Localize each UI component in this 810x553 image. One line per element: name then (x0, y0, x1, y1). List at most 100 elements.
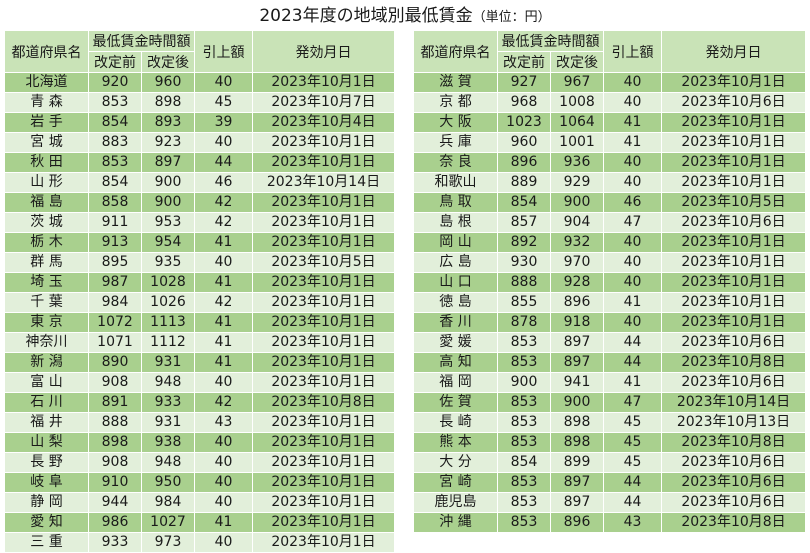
prefecture-cell: 香 川 (413, 312, 498, 333)
increase-cell: 43 (194, 412, 253, 433)
header-effective-date: 発効月日 (252, 30, 395, 73)
wage-before-cell: 900 (497, 372, 551, 393)
table-row: 京 都 968 1008 40 2023年10月6日 (413, 92, 806, 113)
wage-before-cell: 891 (88, 392, 142, 413)
table-row: 静 岡 944 984 40 2023年10月1日 (4, 492, 395, 513)
prefecture-cell: 埼 玉 (4, 272, 89, 293)
increase-cell: 40 (603, 72, 662, 93)
table-row: 茨 城 911 953 42 2023年10月1日 (4, 212, 395, 233)
increase-cell: 41 (603, 112, 662, 133)
wage-after-cell: 923 (141, 132, 195, 153)
increase-cell: 41 (194, 232, 253, 253)
wage-after-cell: 928 (550, 272, 604, 293)
prefecture-cell: 高 知 (413, 352, 498, 373)
table-row: 山 形 854 900 46 2023年10月14日 (4, 172, 395, 193)
wage-after-cell: 984 (141, 492, 195, 513)
increase-cell: 42 (194, 392, 253, 413)
wage-after-cell: 1112 (141, 332, 195, 353)
prefecture-cell: 島 根 (413, 212, 498, 233)
effective-date-cell: 2023年10月1日 (661, 152, 806, 173)
effective-date-cell: 2023年10月1日 (252, 72, 395, 93)
table-row: 大 阪 1023 1064 41 2023年10月1日 (413, 112, 806, 133)
wage-before-cell: 913 (88, 232, 142, 253)
header-after: 改定後 (141, 51, 195, 73)
effective-date-cell: 2023年10月5日 (252, 252, 395, 273)
wage-after-cell: 967 (550, 72, 604, 93)
wage-after-cell: 931 (141, 412, 195, 433)
wage-after-cell: 898 (141, 92, 195, 113)
table-row: 高 知 853 897 44 2023年10月8日 (413, 352, 806, 373)
prefecture-cell: 福 島 (4, 192, 89, 213)
wage-before-cell: 854 (497, 192, 551, 213)
prefecture-cell: 秋 田 (4, 152, 89, 173)
table-row: 鳥 取 854 900 46 2023年10月5日 (413, 192, 806, 213)
table-row: 沖 縄 853 896 43 2023年10月8日 (413, 512, 806, 533)
effective-date-cell: 2023年10月1日 (252, 192, 395, 213)
table-row: 和歌山 889 929 40 2023年10月1日 (413, 172, 806, 193)
wage-before-cell: 883 (88, 132, 142, 153)
increase-cell: 42 (194, 212, 253, 233)
wage-after-cell: 929 (550, 172, 604, 193)
wage-after-cell: 897 (550, 332, 604, 353)
prefecture-cell: 山 形 (4, 172, 89, 193)
wage-before-cell: 853 (497, 432, 551, 453)
table-row: 富 山 908 948 40 2023年10月1日 (4, 372, 395, 393)
wage-after-cell: 941 (550, 372, 604, 393)
table-row: 神奈川 1071 1112 41 2023年10月1日 (4, 332, 395, 353)
increase-cell: 41 (194, 512, 253, 533)
table-row: 群 馬 895 935 40 2023年10月5日 (4, 252, 395, 273)
prefecture-cell: 石 川 (4, 392, 89, 413)
table-row: 三 重 933 973 40 2023年10月1日 (4, 532, 395, 553)
wage-before-cell: 854 (88, 112, 142, 133)
wage-before-cell: 890 (88, 352, 142, 373)
wage-after-cell: 948 (141, 452, 195, 473)
effective-date-cell: 2023年10月8日 (661, 432, 806, 453)
effective-date-cell: 2023年10月1日 (252, 352, 395, 373)
prefecture-cell: 沖 縄 (413, 512, 498, 533)
wage-before-cell: 986 (88, 512, 142, 533)
wage-before-cell: 892 (497, 232, 551, 253)
table-row: 岡 山 892 932 40 2023年10月1日 (413, 232, 806, 253)
wage-before-cell: 853 (497, 352, 551, 373)
wage-before-cell: 920 (88, 72, 142, 93)
wage-before-cell: 987 (88, 272, 142, 293)
page-title: 2023年度の地域別最低賃金（単位：円） (0, 4, 810, 28)
effective-date-cell: 2023年10月1日 (252, 412, 395, 433)
effective-date-cell: 2023年10月6日 (661, 92, 806, 113)
effective-date-cell: 2023年10月4日 (252, 112, 395, 133)
wage-after-cell: 900 (141, 172, 195, 193)
wage-after-cell: 1026 (141, 292, 195, 313)
effective-date-cell: 2023年10月1日 (661, 252, 806, 273)
increase-cell: 41 (194, 272, 253, 293)
wage-after-cell: 898 (550, 412, 604, 433)
prefecture-cell: 群 馬 (4, 252, 89, 273)
effective-date-cell: 2023年10月8日 (252, 392, 395, 413)
prefecture-cell: 茨 城 (4, 212, 89, 233)
table-row: 福 島 858 900 42 2023年10月1日 (4, 192, 395, 213)
wage-before-cell: 857 (497, 212, 551, 233)
effective-date-cell: 2023年10月1日 (252, 472, 395, 493)
wage-before-cell: 895 (88, 252, 142, 273)
wage-after-cell: 904 (550, 212, 604, 233)
effective-date-cell: 2023年10月1日 (661, 292, 806, 313)
wage-after-cell: 1008 (550, 92, 604, 113)
wage-after-cell: 1001 (550, 132, 604, 153)
table-row: 佐 賀 853 900 47 2023年10月14日 (413, 392, 806, 413)
wage-after-cell: 973 (141, 532, 195, 553)
table-body-left: 北海道 920 960 40 2023年10月1日青 森 853 898 45 2023年10月… (4, 72, 395, 553)
increase-cell: 45 (603, 432, 662, 453)
increase-cell: 44 (603, 352, 662, 373)
effective-date-cell: 2023年10月8日 (661, 512, 806, 533)
effective-date-cell: 2023年10月6日 (661, 332, 806, 353)
wage-before-cell: 853 (88, 152, 142, 173)
increase-cell: 41 (194, 352, 253, 373)
table-row: 長 崎 853 898 45 2023年10月13日 (413, 412, 806, 433)
wage-after-cell: 1027 (141, 512, 195, 533)
increase-cell: 40 (194, 452, 253, 473)
prefecture-cell: 大 分 (413, 452, 498, 473)
prefecture-cell: 神奈川 (4, 332, 89, 353)
table-row: 栃 木 913 954 41 2023年10月1日 (4, 232, 395, 253)
wage-after-cell: 896 (550, 512, 604, 533)
effective-date-cell: 2023年10月1日 (661, 112, 806, 133)
increase-cell: 40 (194, 72, 253, 93)
